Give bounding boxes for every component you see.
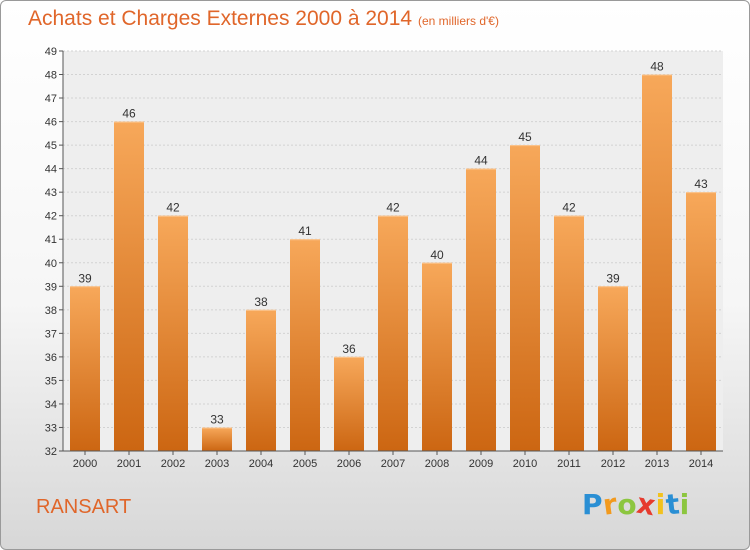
x-tick-label: 2007: [381, 458, 405, 470]
bar-2009: [466, 168, 496, 451]
x-tick-label: 2005: [293, 458, 317, 470]
x-tick-label: 2011: [557, 458, 581, 470]
bar-2013: [642, 74, 672, 451]
y-tick-label: 48: [45, 70, 57, 82]
x-tick-label: 2009: [469, 458, 493, 470]
bar-2008: [422, 262, 452, 451]
y-tick-label: 40: [45, 258, 57, 270]
chart-subtitle: (en milliers d'€): [418, 14, 499, 28]
y-tick-label: 39: [45, 281, 57, 293]
x-tick-label: 2006: [337, 458, 361, 470]
x-tick-label: 2004: [249, 458, 273, 470]
bar-2002: [158, 215, 188, 451]
bar-value-label: 46: [122, 107, 136, 121]
bar-2004: [246, 309, 276, 451]
chart-title: Achats et Charges Externes 2000 à 2014: [28, 7, 413, 30]
y-tick-label: 44: [45, 164, 57, 176]
bar-2005: [290, 239, 320, 451]
y-tick-label: 43: [45, 187, 57, 199]
bar-2006: [334, 356, 364, 451]
x-tick-label: 2001: [117, 458, 141, 470]
x-tick-label: 2008: [425, 458, 449, 470]
bar-2000: [70, 286, 100, 451]
bar-2011: [554, 215, 584, 451]
bar-value-label: 42: [562, 201, 576, 215]
x-tick-label: 2013: [645, 458, 669, 470]
y-tick-label: 34: [45, 399, 57, 411]
y-tick-label: 45: [45, 140, 57, 152]
bar-value-label: 48: [650, 60, 664, 74]
x-tick-label: 2012: [601, 458, 625, 470]
bar-2003: [202, 427, 232, 451]
bar-value-label: 41: [298, 224, 312, 238]
bar-value-label: 45: [518, 130, 532, 144]
bar-value-label: 39: [78, 271, 92, 285]
bar-value-label: 36: [342, 342, 356, 356]
logo-letter: o: [617, 488, 638, 521]
x-tick-label: 2014: [689, 458, 713, 470]
bar-2010: [510, 145, 540, 451]
y-tick-label: 47: [45, 93, 57, 105]
x-tick-label: 2003: [205, 458, 229, 470]
y-tick-label: 41: [45, 234, 57, 246]
bar-2001: [114, 121, 144, 452]
y-tick-label: 49: [45, 46, 57, 58]
logo-letter: i: [679, 488, 690, 521]
x-tick-label: 2002: [161, 458, 185, 470]
city-name: RANSART: [36, 496, 132, 518]
bar-2014: [686, 192, 716, 452]
y-tick-label: 37: [45, 328, 57, 340]
y-tick-label: 46: [45, 117, 57, 129]
y-tick-label: 33: [45, 422, 57, 434]
bar-value-label: 38: [254, 295, 268, 309]
bar-2007: [378, 215, 408, 451]
bar-value-label: 42: [166, 201, 180, 215]
y-tick-label: 32: [45, 446, 57, 458]
bar-value-label: 40: [430, 248, 444, 262]
x-tick-label: 2000: [73, 458, 97, 470]
y-tick-label: 42: [45, 211, 57, 223]
bar-value-label: 43: [694, 177, 708, 191]
bar-2012: [598, 286, 628, 451]
x-tick-label: 2010: [513, 458, 537, 470]
logo-letter: i: [655, 488, 666, 521]
y-tick-label: 38: [45, 305, 57, 317]
proxiti-logo: Proxiti: [582, 487, 690, 523]
y-tick-label: 36: [45, 352, 57, 364]
bar-value-label: 44: [474, 154, 488, 168]
bar-value-label: 33: [210, 412, 224, 426]
y-tick-label: 35: [45, 375, 57, 387]
logo-letter: P: [582, 488, 604, 521]
bar-value-label: 42: [386, 201, 400, 215]
bar-value-label: 39: [606, 271, 620, 285]
